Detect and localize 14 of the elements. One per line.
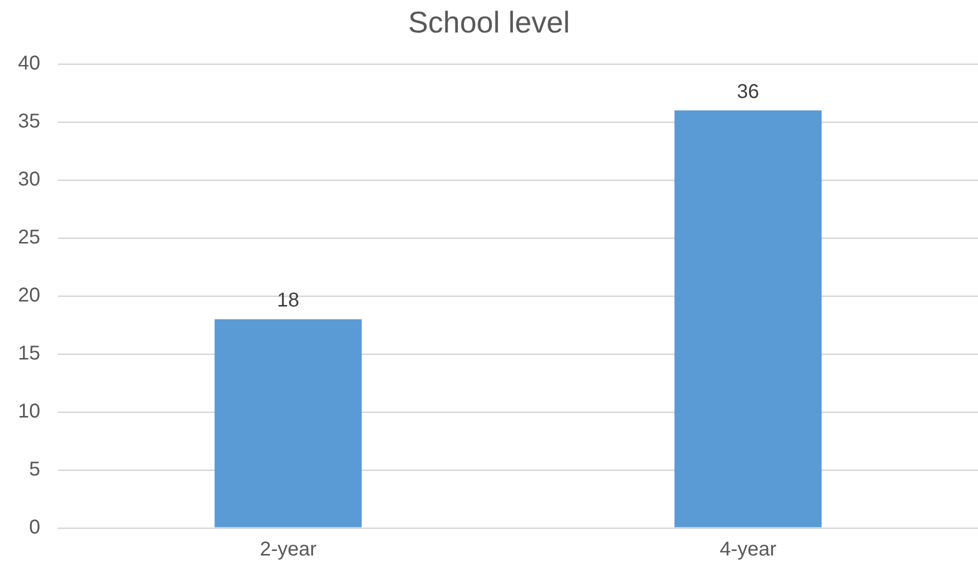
x-tick-label: 2-year [260, 538, 317, 561]
y-tick-label: 15 [18, 342, 40, 365]
y-tick-label: 10 [18, 400, 40, 423]
x-tick-label: 4-year [720, 538, 777, 561]
y-tick-label: 20 [18, 284, 40, 307]
y-tick-label: 25 [18, 226, 40, 249]
y-tick-label: 40 [18, 52, 40, 75]
data-label: 18 [277, 290, 300, 312]
chart-title: School level [408, 6, 570, 40]
y-tick-label: 5 [29, 458, 40, 481]
y-tick-label: 30 [18, 168, 40, 191]
y-tick-label: 35 [18, 110, 40, 133]
y-tick-label: 0 [29, 516, 40, 539]
data-label: 36 [736, 80, 760, 103]
